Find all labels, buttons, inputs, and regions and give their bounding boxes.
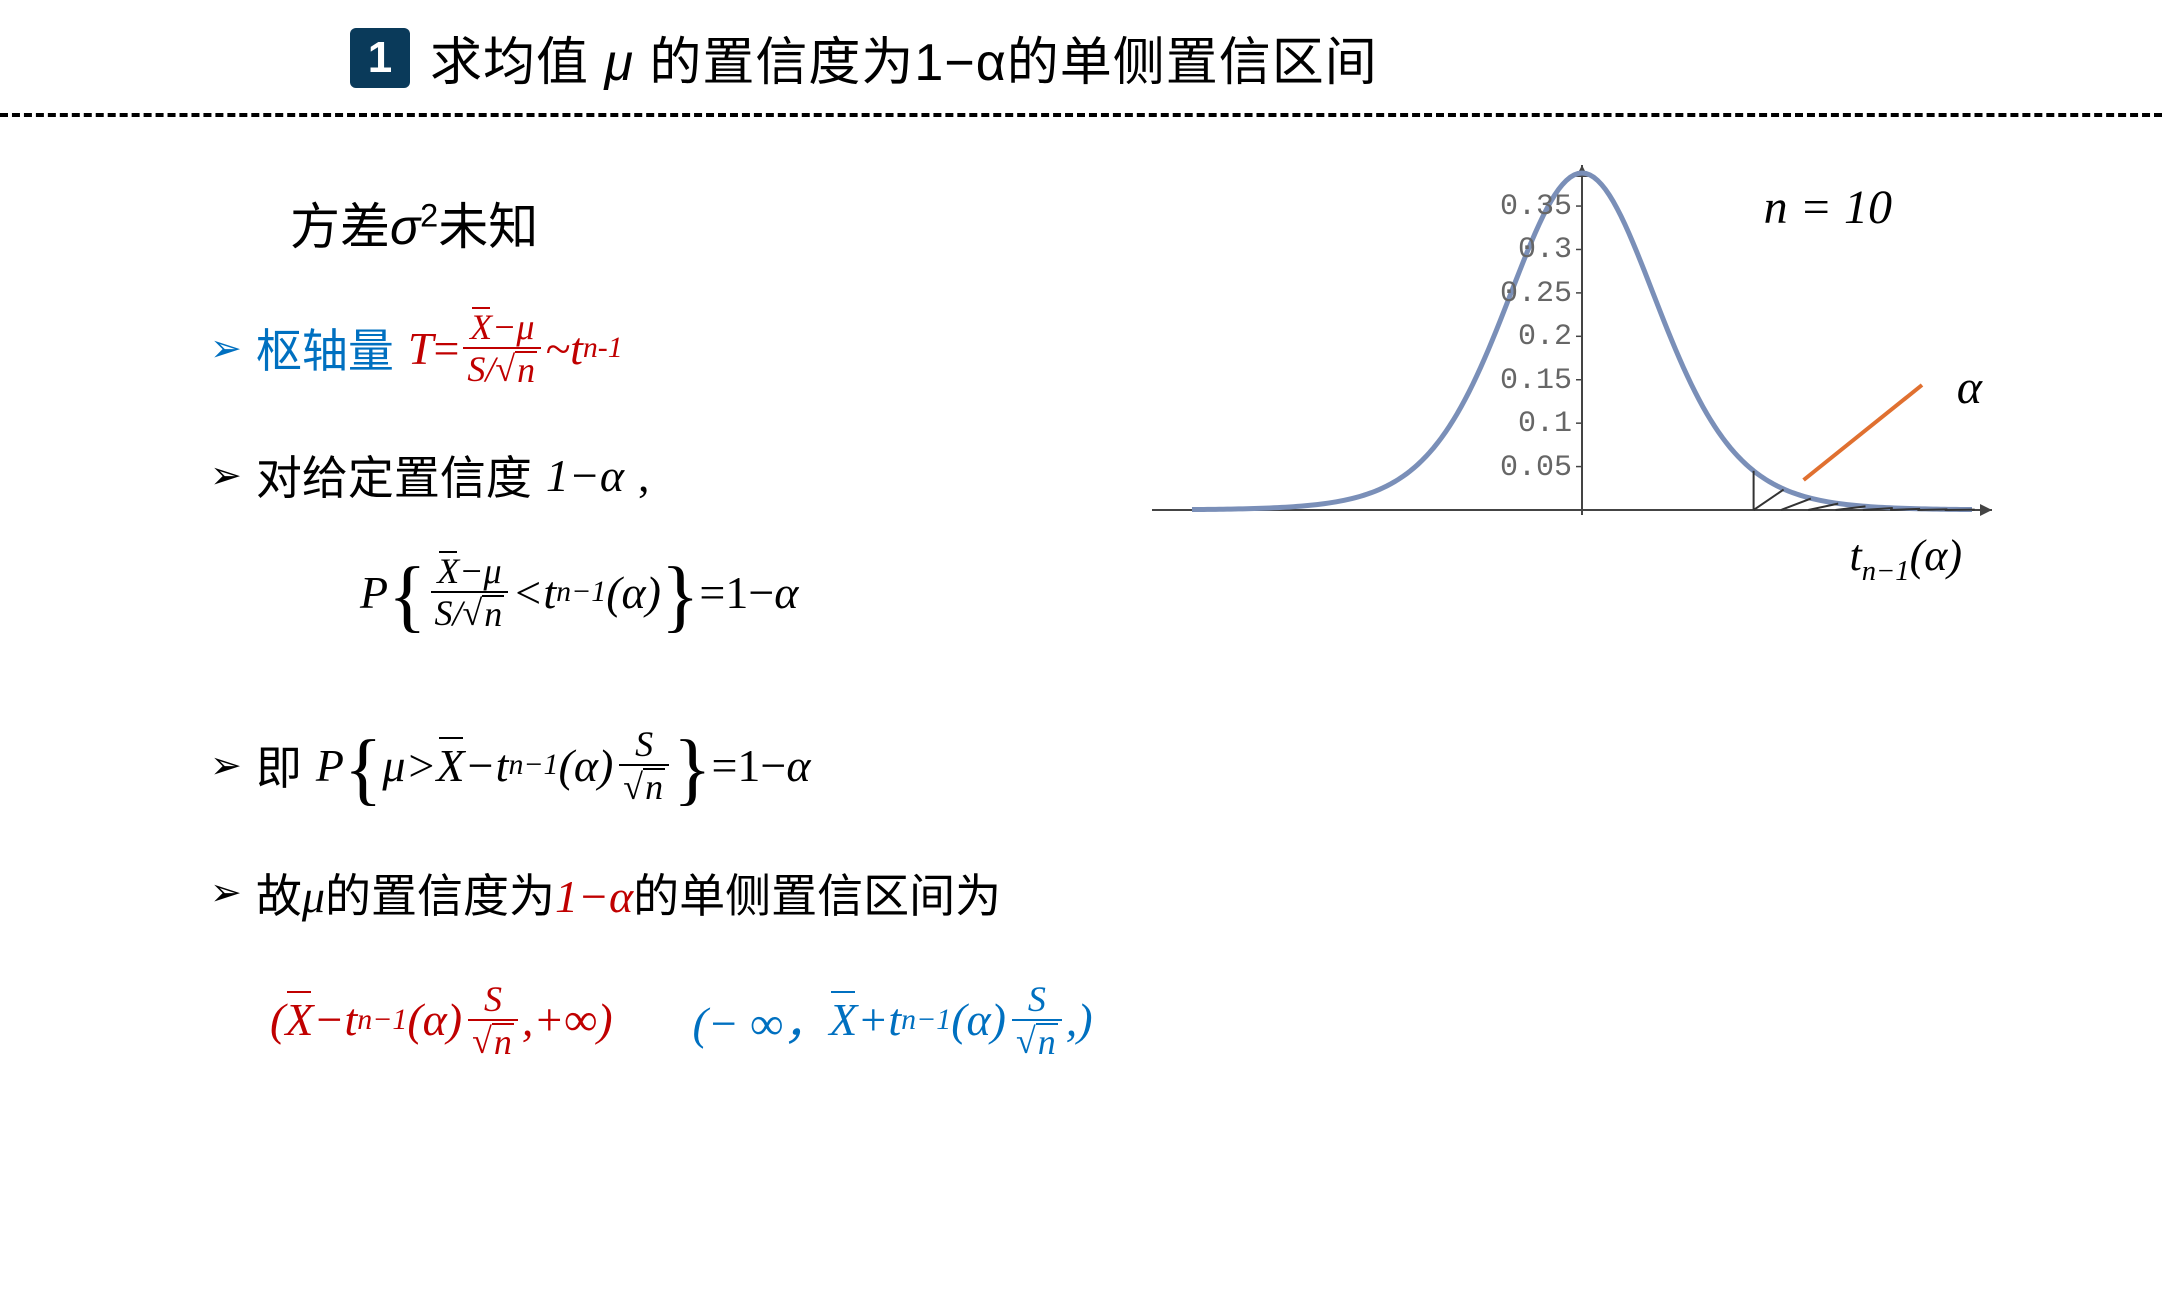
line3-pre: 即: [256, 732, 302, 798]
prob-formula-2: P { μ > X − tn−1(α) S √n } =1−α: [316, 726, 811, 804]
prob-formula-1: P { X−μ S/√n < tn−1(α) } =1−α: [360, 553, 798, 631]
page-title: 求均值 μ 的置信度为1−α的单侧置信区间: [430, 20, 1378, 95]
chart-svg: [1132, 160, 2012, 680]
section-badge: 1: [350, 28, 410, 88]
title-mid: 的置信度为: [634, 34, 914, 92]
header-row: 1 求均值 μ 的置信度为1−α的单侧置信区间: [0, 0, 2162, 95]
interval-lower: ( X − tn−1(α) S √n , +∞): [270, 981, 613, 1059]
line-rewrite: ➢ 即 P { μ > X − tn−1(α) S √n } =1−α: [210, 726, 2162, 804]
subtitle-post: 未知: [438, 199, 538, 255]
conf-post: ,: [638, 449, 650, 502]
subtitle-sigma: σ: [390, 199, 420, 255]
bullet-icon: ➢: [210, 743, 242, 788]
subtitle-pre: 方差: [290, 199, 390, 255]
pivot-label: 枢轴量: [256, 315, 394, 381]
bullet-icon: ➢: [210, 870, 242, 915]
line4-conf: 1−α: [555, 871, 633, 922]
pivot-formula: T = X−μ S/√n ~ tn-1: [408, 309, 623, 387]
bullet-icon: ➢: [210, 453, 242, 498]
title-conf: 1−α: [914, 34, 1006, 92]
n-label: n = 10: [1764, 180, 1892, 235]
line4-mid: 的置信度为: [325, 870, 555, 922]
conf-val: 1−α: [546, 449, 624, 502]
ytick-label: 0.1: [1492, 407, 1572, 441]
title-mu: μ: [604, 34, 634, 92]
line4-mu: μ: [302, 871, 325, 922]
line-conclusion: ➢ 故μ的置信度为1−α的单侧置信区间为: [210, 860, 2162, 926]
t-distribution-chart: n = 10 α tn−1(α) 0.05 0.1 0.15 0.2 0.25 0.3 0.…: [1132, 160, 2012, 680]
critical-t-label: tn−1(α): [1849, 530, 1962, 588]
title-post: 的单侧置信区间: [1007, 34, 1378, 92]
line4-post: 的单侧置信区间为: [633, 870, 1001, 922]
subtitle-sup: 2: [420, 197, 438, 233]
alpha-label: α: [1957, 360, 1982, 415]
ytick-label: 0.35: [1492, 190, 1572, 224]
line4-pre: 故: [256, 870, 302, 922]
title-pre: 求均值: [430, 34, 604, 92]
bullet-icon: ➢: [210, 326, 242, 371]
interval-upper: (− ∞， X + tn−1(α) S √n ,): [693, 981, 1093, 1059]
conf-pre: 对给定置信度: [256, 442, 532, 508]
ytick-label: 0.3: [1492, 233, 1572, 267]
final-intervals: ( X − tn−1(α) S √n , +∞) (− ∞， X + tn−1(…: [270, 981, 2162, 1059]
ytick-label: 0.15: [1492, 364, 1572, 398]
ytick-label: 0.25: [1492, 277, 1572, 311]
ytick-label: 0.2: [1492, 320, 1572, 354]
ytick-label: 0.05: [1492, 451, 1572, 485]
